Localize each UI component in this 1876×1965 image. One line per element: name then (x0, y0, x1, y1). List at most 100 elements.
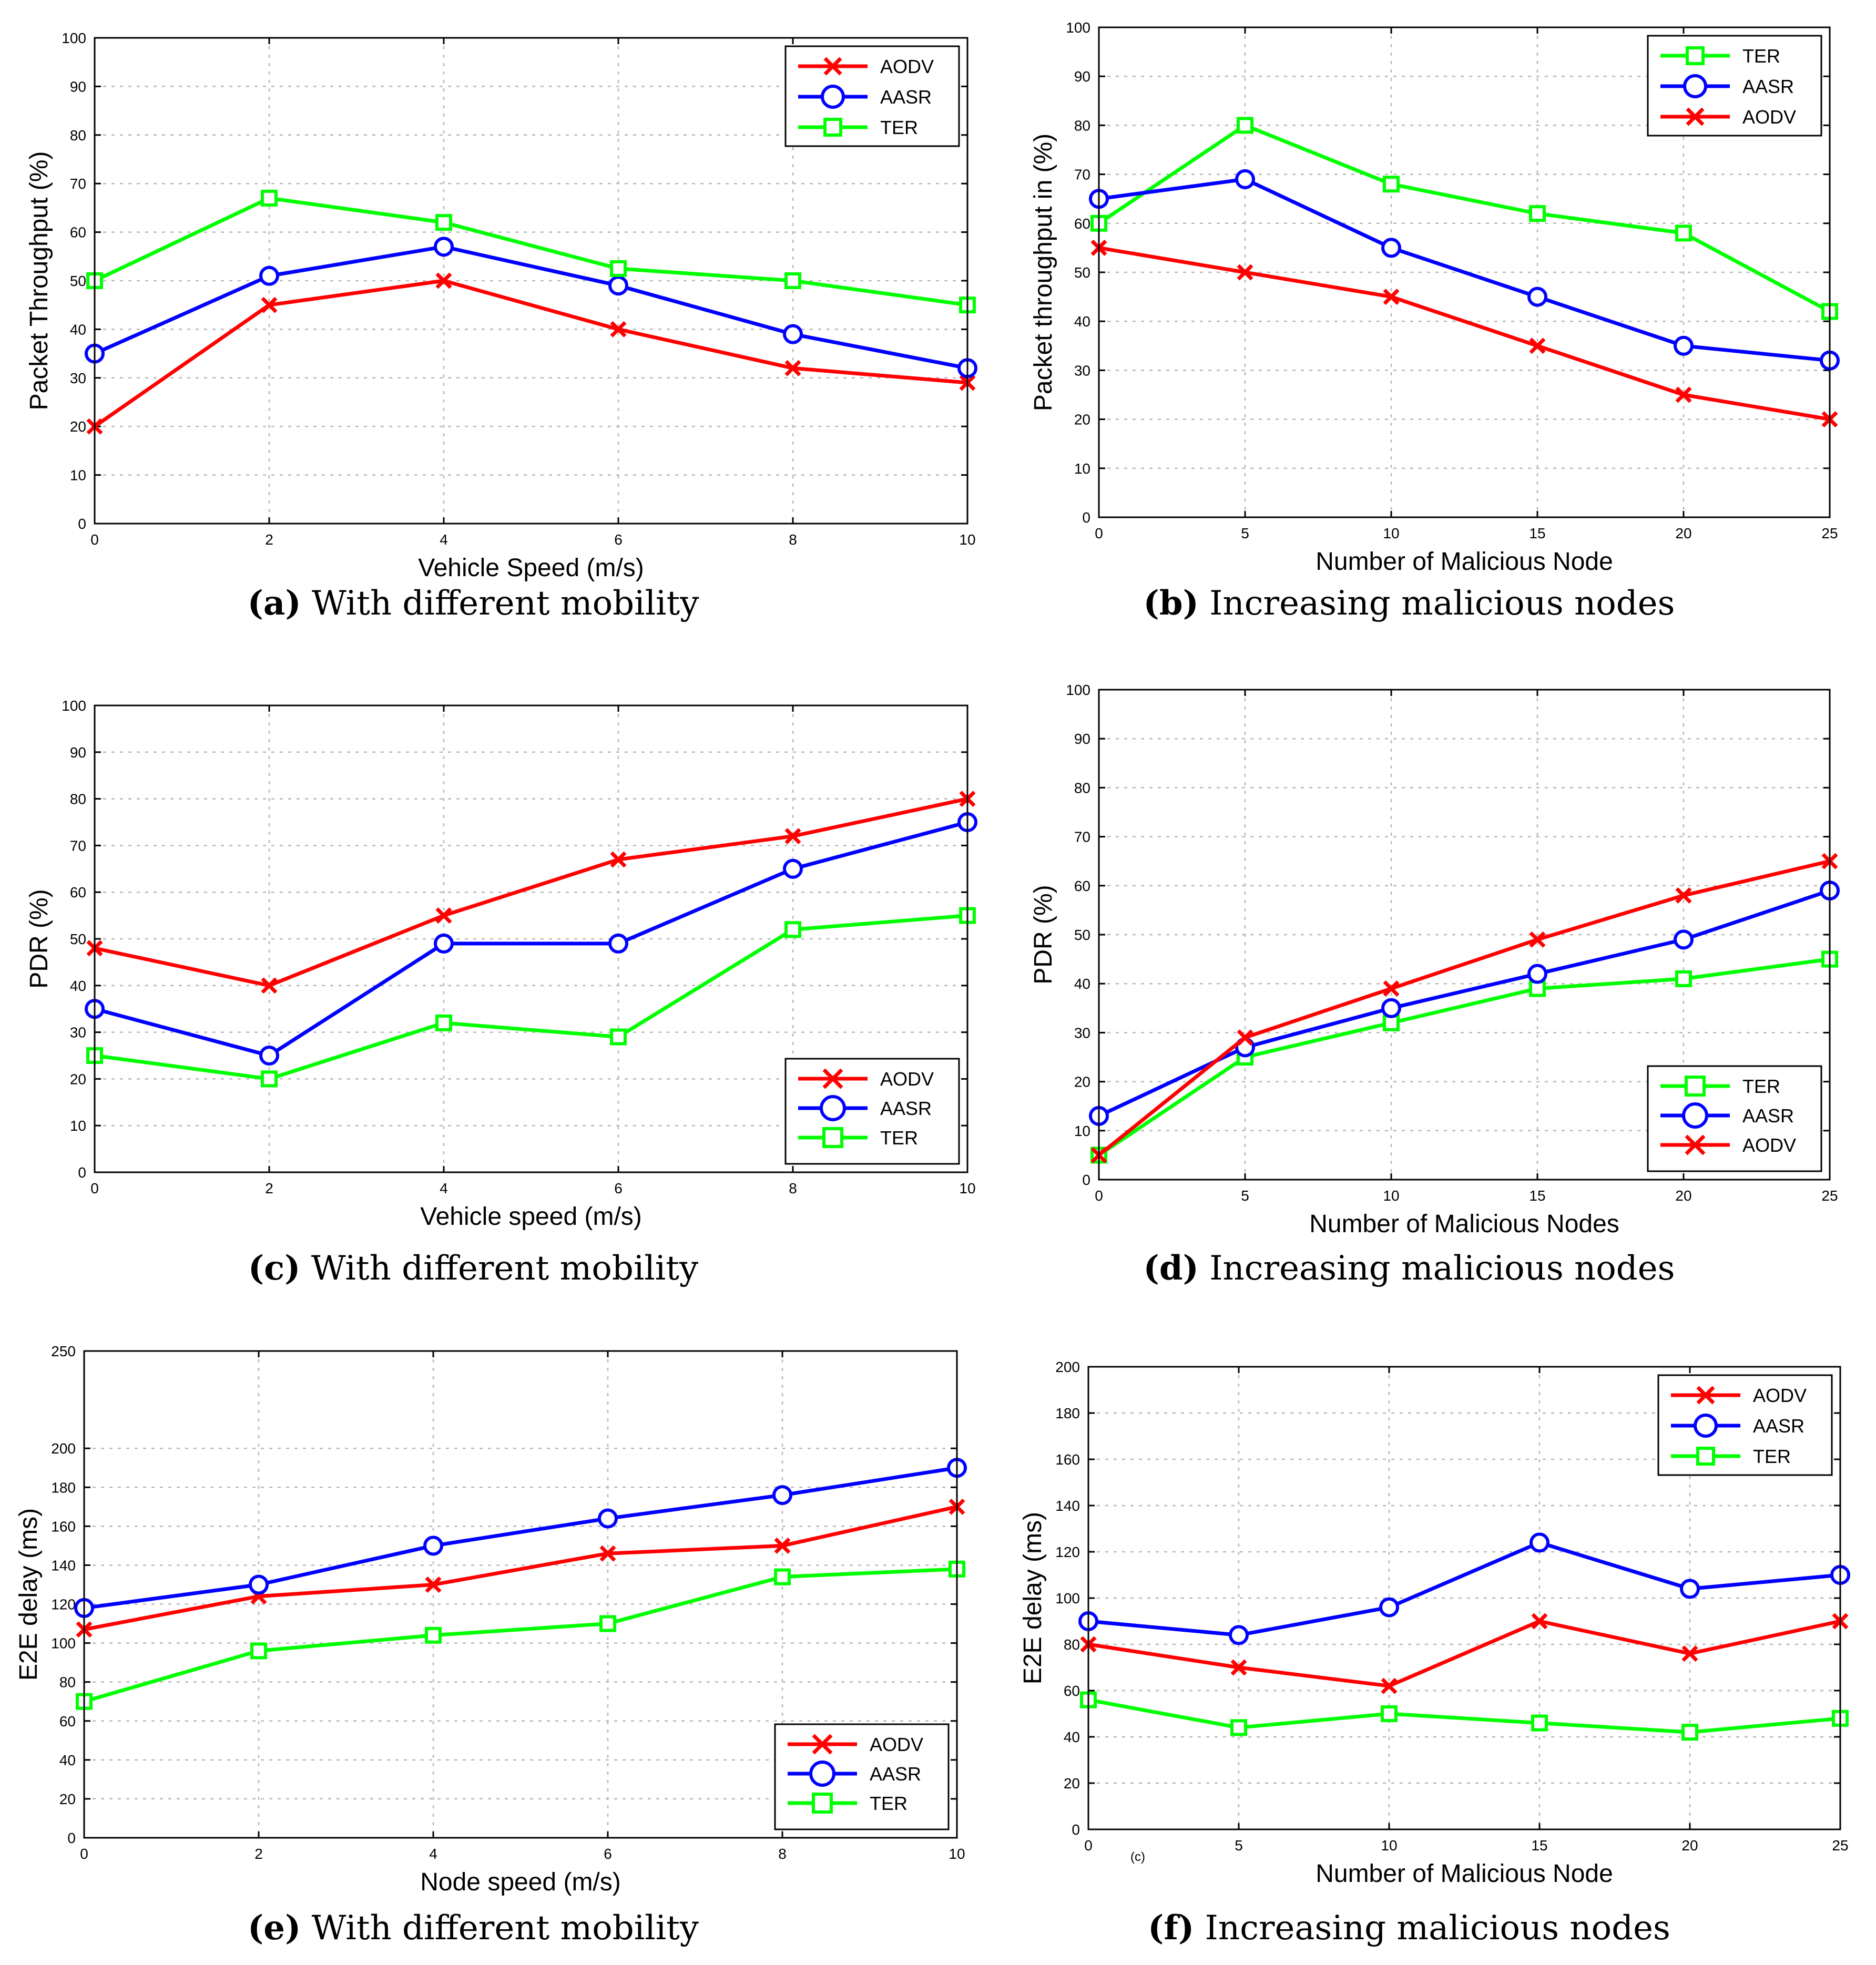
data-point-c-aodv-1-stroke-2 (261, 977, 278, 994)
y-axis-label-e: E2E delay (ms) (15, 1508, 43, 1681)
x-tick-label-d-3: 15 (1529, 1188, 1545, 1204)
grid-a (95, 38, 967, 524)
data-point-d-ter-4 (1675, 970, 1692, 987)
axis-frame-a (94, 37, 968, 525)
data-point-b-aodv-1 (1237, 264, 1253, 281)
axis-frame-f (1087, 1366, 1841, 1830)
x-tick-label-d-4: 20 (1675, 1188, 1691, 1204)
legend-marker-a-aodv (823, 57, 842, 76)
data-point-e-ter-4 (774, 1568, 791, 1585)
chart-panel-f: 0 5 10 15 20 25 0 20 40 60 80 100 120 140 160 180 200 Num… (941, 1346, 1876, 1913)
y-tick-label-b-4: 40 (1074, 313, 1090, 330)
legend-marker-e-ter (812, 1793, 833, 1814)
legend-label-b-aasr: AASR (1742, 76, 1794, 97)
grid-e (84, 1351, 957, 1838)
data-point-f-aodv-3-stroke-2 (1531, 1613, 1548, 1630)
data-point-a-ter-3 (610, 260, 627, 277)
series-line-a-ter (94, 196, 968, 307)
x-axis-label-c: Vehicle speed (m/s) (420, 1203, 642, 1231)
data-point-b-aodv-2 (1383, 289, 1400, 305)
series-c-aodv (86, 791, 976, 994)
x-tick-label-e-5: 10 (949, 1846, 965, 1862)
series-a-aodv (86, 272, 976, 435)
data-point-f-ter-3 (1531, 1714, 1548, 1732)
legend-label-f-ter: TER (1753, 1446, 1791, 1467)
legend-item-c-aasr: AASR (798, 1095, 932, 1121)
caption-c: (c) With different mobility (5, 1248, 941, 1288)
series-f-aasr (1078, 1532, 1850, 1645)
x-tick-label-f-1: 5 (1235, 1837, 1243, 1854)
x-tick-label-a-2: 4 (440, 531, 448, 548)
x-axis-label-d: Number of Malicious Nodes (1309, 1210, 1619, 1238)
x-tick-label-c-2: 4 (440, 1180, 448, 1196)
y-tick-label-d-3: 30 (1074, 1025, 1090, 1041)
legend-label-d-aodv: AODV (1742, 1134, 1796, 1156)
data-point-a-aodv-3 (610, 321, 627, 337)
data-point-c-aodv-3-stroke-2 (610, 851, 627, 868)
series-line-b-aasr (1098, 177, 1830, 363)
data-point-d-aodv-3-stroke-2 (1529, 931, 1546, 948)
data-point-b-aodv-1-stroke-2 (1237, 264, 1253, 281)
legend-marker-c-ter (822, 1127, 843, 1148)
legend-marker-f-aodv-stroke-2 (1696, 1386, 1715, 1405)
caption-e-text: With different mobility (311, 1909, 699, 1948)
legend-d: TER AASR AODV (1647, 1065, 1822, 1172)
data-point-a-ter-1 (261, 189, 278, 207)
y-tick-label-f-9: 180 (1055, 1405, 1080, 1421)
legend-box-d (1647, 1065, 1822, 1172)
ticks-f: 0 5 10 15 20 25 0 20 40 60 80 100 120 140 160 180 200 (1055, 1359, 1848, 1854)
y-tick-label-e-8: 160 (51, 1518, 76, 1534)
data-point-a-ter-2 (435, 214, 452, 231)
legend-item-b-aasr: AASR (1660, 74, 1794, 98)
legend-marker-f-aodv (1696, 1386, 1715, 1405)
y-tick-label-a-6: 60 (70, 224, 86, 241)
series-line-f-aodv (1088, 1619, 1841, 1688)
chart-b-svg: 0 5 10 15 20 25 0 10 20 30 40 50 60 70 80 90 100 Number o… (1029, 19, 1840, 576)
legend-marker-f-ter (1696, 1447, 1715, 1466)
data-point-f-ter-2 (1381, 1705, 1398, 1722)
y-tick-label-b-8: 80 (1074, 117, 1090, 134)
series-line-c-ter (94, 914, 968, 1081)
y-tick-label-c-4: 40 (70, 978, 86, 994)
data-point-b-aasr-2 (1381, 238, 1401, 258)
y-tick-label-d-10: 100 (1066, 682, 1090, 698)
data-point-b-aodv-4 (1675, 386, 1692, 403)
legend-marker-d-aodv (1685, 1134, 1706, 1155)
caption-c-letter: (c) (248, 1248, 301, 1288)
x-tick-label-f-3: 15 (1531, 1837, 1547, 1854)
data-point-b-ter-3 (1529, 205, 1546, 222)
y-tick-label-f-10: 200 (1055, 1359, 1080, 1375)
y-tick-label-c-6: 60 (70, 884, 86, 900)
data-point-c-aodv-2-stroke-2 (435, 907, 452, 924)
legend-item-d-aodv: AODV (1660, 1134, 1796, 1156)
legend-label-f-aodv: AODV (1753, 1385, 1807, 1406)
data-point-f-aasr-4 (1680, 1579, 1700, 1599)
data-point-f-aodv-1 (1230, 1659, 1247, 1676)
series-line-d-aodv (1097, 859, 1830, 1157)
chart-f-svg: 0 5 10 15 20 25 0 20 40 60 80 100 120 140 160 180 200 Num… (1019, 1359, 1850, 1888)
chart-e-svg: 0 2 4 6 8 10020406080100120140160180200250Nod… (15, 1343, 967, 1896)
caption-a: (a) With different mobility (5, 584, 941, 623)
data-point-e-aasr-4 (772, 1485, 792, 1506)
data-point-f-aodv-4 (1681, 1645, 1698, 1662)
series-a-aasr (85, 237, 977, 378)
legend-label-e-ter: TER (870, 1793, 908, 1814)
legend-marker-d-ter (1685, 1076, 1706, 1097)
data-point-a-aodv-4 (784, 360, 801, 376)
data-point-e-ter-2 (425, 1626, 442, 1644)
series-line-f-ter (1088, 1698, 1841, 1734)
legend-item-d-aasr: AASR (1660, 1102, 1794, 1129)
chart-panel-b: 0 5 10 15 20 25 0 10 20 30 40 50 60 70 80 90 100 Number o… (941, 19, 1876, 589)
y-tick-label-c-7: 70 (70, 837, 86, 854)
legend-e: AODV AASR TER (774, 1723, 950, 1830)
y-tick-label-d-9: 90 (1074, 731, 1090, 747)
legend-marker-b-aodv (1686, 107, 1705, 126)
data-point-c-aasr-3 (608, 933, 628, 954)
x-tick-label-a-4: 8 (789, 531, 797, 548)
data-point-e-aodv-3-stroke-2 (599, 1545, 616, 1562)
y-tick-label-b-6: 60 (1074, 216, 1090, 232)
y-tick-label-a-5: 50 (70, 273, 86, 289)
data-point-c-ter-2 (435, 1014, 452, 1031)
caption-d-text: Increasing malicious nodes (1209, 1249, 1675, 1288)
